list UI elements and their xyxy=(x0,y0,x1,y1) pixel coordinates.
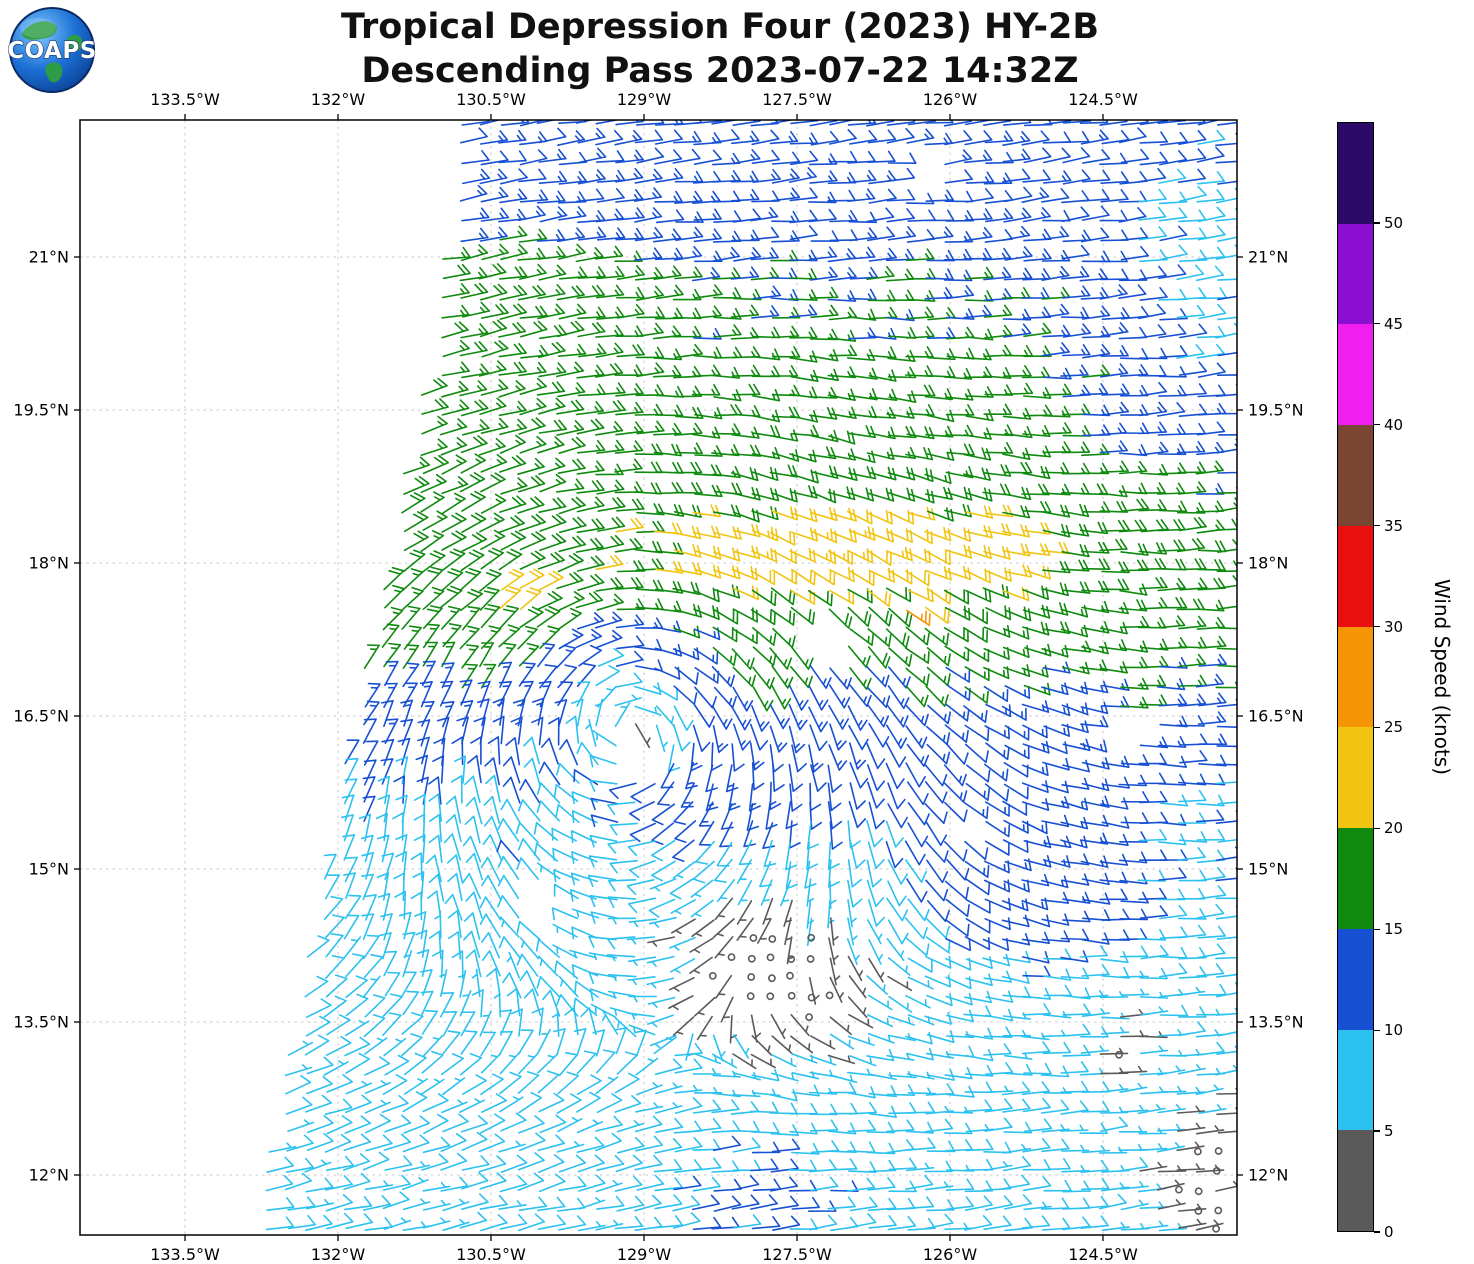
colorbar-tickmark xyxy=(1374,827,1380,829)
lat-tick-right: 16.5°N xyxy=(1248,706,1304,726)
colorbar-segment-magenta xyxy=(1338,324,1373,426)
lat-tick-left: 21°N xyxy=(28,247,69,267)
lat-tick-left: 16.5°N xyxy=(13,706,69,726)
colorbar-segment-brown xyxy=(1338,425,1373,526)
colorbar-segment-orange xyxy=(1338,626,1373,728)
lat-tick-right: 15°N xyxy=(1248,859,1289,879)
lon-tick-top: 133.5°W xyxy=(150,90,220,109)
wind-barbs xyxy=(265,120,1237,1233)
colorbar-tickmark xyxy=(1374,524,1380,527)
colorbar-segment-gold xyxy=(1338,727,1373,829)
lon-tick-bottom: 124.5°W xyxy=(1068,1245,1138,1264)
lon-tick-top: 129°W xyxy=(616,90,672,109)
coaps-logo: COAPS xyxy=(8,7,96,93)
lon-tick-top: 126°W xyxy=(922,90,978,109)
lon-tick-bottom: 133.5°W xyxy=(150,1245,220,1264)
lat-tick-right: 21°N xyxy=(1248,247,1289,267)
colorbar-tickmark xyxy=(1374,323,1380,325)
colorbar-tick-label: 35 xyxy=(1384,516,1404,535)
colorbar-tick-label: 20 xyxy=(1384,819,1404,838)
lat-tick-right: 18°N xyxy=(1248,553,1289,573)
colorbar-tickmark xyxy=(1374,625,1380,628)
lat-tick-left: 12°N xyxy=(28,1165,69,1185)
plot-frame xyxy=(74,114,1243,1241)
colorbar-tick-label: 30 xyxy=(1384,617,1404,636)
colorbar-tick-label: 50 xyxy=(1384,213,1404,232)
colorbar-tickmark xyxy=(1374,1029,1380,1031)
colorbar-tick-label: 5 xyxy=(1384,1122,1394,1141)
lat-tick-right: 12°N xyxy=(1248,1165,1289,1185)
figure-title-line1: Tropical Depression Four (2023) HY-2B xyxy=(340,7,1100,47)
lon-tick-bottom: 126°W xyxy=(922,1245,978,1264)
colorbar-tick-label: 10 xyxy=(1384,1021,1404,1040)
colorbar-segment-purple xyxy=(1338,223,1373,325)
logo-continent xyxy=(45,62,63,83)
colorbar-tickmark xyxy=(1374,928,1380,930)
lat-tick-left: 13.5°N xyxy=(13,1012,69,1032)
lon-tick-top: 132°W xyxy=(310,90,366,109)
colorbar-segment-blue xyxy=(1338,928,1373,1030)
colorbar-segment-green xyxy=(1338,828,1373,929)
colorbar-tickmark xyxy=(1374,1231,1380,1233)
lon-tick-bottom: 129°W xyxy=(616,1245,672,1264)
colorbar-tick-label: 25 xyxy=(1384,718,1404,737)
colorbar-segment-cyan xyxy=(1338,1029,1373,1131)
lat-tick-left: 19.5°N xyxy=(13,400,69,420)
lat-tick-right: 13.5°N xyxy=(1248,1012,1304,1032)
colorbar-tick-label: 40 xyxy=(1384,415,1404,434)
lat-tick-right: 19.5°N xyxy=(1248,400,1304,420)
colorbar-tick-label: 45 xyxy=(1384,314,1404,333)
lat-tick-left: 15°N xyxy=(28,859,69,879)
lat-tick-left: 18°N xyxy=(28,553,69,573)
colorbar-tickmark xyxy=(1374,424,1380,426)
figure-title: Tropical Depression Four (2023) HY-2B De… xyxy=(0,5,1440,93)
colorbar-tick-label: 15 xyxy=(1384,920,1404,939)
logo-continent xyxy=(22,21,57,40)
lon-tick-top: 127.5°W xyxy=(762,90,832,109)
colorbar-tickmark xyxy=(1374,726,1380,729)
colorbar xyxy=(1337,122,1374,1232)
lon-tick-top: 124.5°W xyxy=(1068,90,1138,109)
lon-tick-bottom: 130.5°W xyxy=(456,1245,526,1264)
lon-tick-bottom: 132°W xyxy=(310,1245,366,1264)
colorbar-tickmark xyxy=(1374,1130,1380,1132)
figure-title-line2: Descending Pass 2023-07-22 14:32Z xyxy=(361,51,1079,92)
colorbar-segment-dark-indigo xyxy=(1338,123,1373,224)
logo-text: COAPS xyxy=(8,38,96,64)
colorbar-tick-label: 0 xyxy=(1384,1223,1394,1241)
colorbar-axis-label: Wind Speed (knots) xyxy=(1430,578,1454,776)
colorbar-segment-gray xyxy=(1338,1130,1373,1232)
globe-highlight xyxy=(20,18,56,38)
colorbar-segment-red xyxy=(1338,525,1373,627)
lon-tick-top: 130.5°W xyxy=(456,90,526,109)
logo-continent xyxy=(66,34,83,52)
colorbar-tickmark xyxy=(1374,222,1380,224)
lon-tick-bottom: 127.5°W xyxy=(762,1245,832,1264)
